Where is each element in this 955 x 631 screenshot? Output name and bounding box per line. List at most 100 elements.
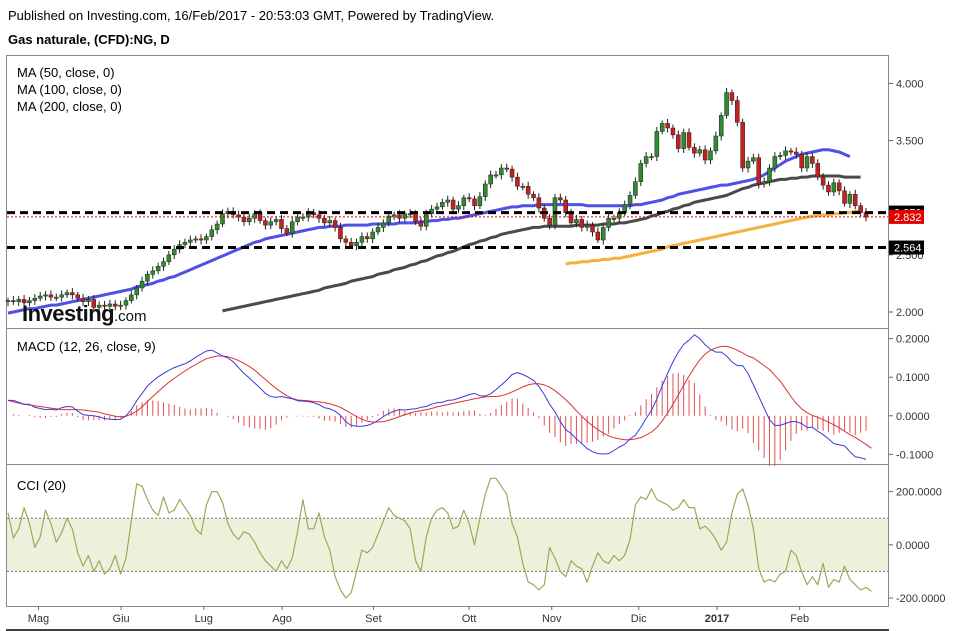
candle-body bbox=[209, 229, 215, 237]
candle-body bbox=[692, 147, 697, 154]
candle-body bbox=[182, 242, 188, 245]
candle-body bbox=[32, 298, 38, 301]
candle-body bbox=[499, 167, 504, 176]
candle-body bbox=[16, 299, 21, 302]
candle-body bbox=[332, 220, 338, 228]
candle-up bbox=[600, 224, 606, 245]
candle-up bbox=[370, 228, 375, 244]
ma100-line bbox=[222, 174, 861, 313]
candle-body bbox=[520, 186, 526, 188]
candle-body bbox=[5, 300, 11, 303]
candle-down bbox=[735, 96, 740, 127]
candle-body bbox=[815, 163, 820, 178]
candle-body bbox=[273, 219, 279, 222]
candle-body bbox=[198, 238, 204, 241]
candle-body bbox=[708, 150, 713, 161]
candle-down bbox=[365, 232, 370, 243]
candle-down bbox=[504, 163, 509, 173]
candle-up bbox=[32, 294, 38, 306]
ma50-legend: MA (50, close, 0) bbox=[17, 65, 115, 80]
candle-down bbox=[579, 216, 585, 232]
ma100-legend: MA (100, close, 0) bbox=[17, 82, 122, 97]
candle-body bbox=[155, 266, 161, 272]
candle-up bbox=[145, 271, 150, 286]
candle-up bbox=[611, 214, 617, 223]
price-tick-label: 3.500 bbox=[896, 136, 924, 148]
candle-body bbox=[27, 300, 32, 304]
candle-body bbox=[810, 156, 815, 164]
candle-up bbox=[520, 183, 526, 191]
x-tick-label: Nov bbox=[542, 613, 562, 625]
candle-body bbox=[113, 303, 118, 307]
candle-body bbox=[799, 154, 804, 169]
candle-body bbox=[75, 294, 80, 299]
candle-body bbox=[171, 248, 177, 256]
candle-up bbox=[633, 177, 638, 199]
candle-body bbox=[102, 304, 107, 307]
ma200-legend: MA (200, close, 0) bbox=[17, 99, 122, 114]
candle-up bbox=[359, 232, 365, 247]
support-label-bg bbox=[889, 240, 924, 255]
macd-tick-label: -0.1000 bbox=[896, 449, 933, 461]
candle-body bbox=[86, 299, 91, 302]
candle-body bbox=[531, 194, 536, 198]
candle-up bbox=[123, 297, 129, 310]
cci-tick-label: -200.0000 bbox=[896, 593, 946, 605]
candle-body bbox=[413, 213, 418, 222]
candles bbox=[5, 88, 869, 312]
candle-up bbox=[354, 238, 359, 251]
candle-body bbox=[525, 186, 531, 195]
candle-body bbox=[338, 227, 343, 240]
candle-body bbox=[735, 100, 740, 123]
candle-body bbox=[477, 196, 483, 206]
candle-up bbox=[129, 290, 134, 304]
candle-body bbox=[247, 218, 252, 222]
candle-body bbox=[783, 150, 788, 156]
macd-panel[interactable]: 0.2000 0.1000 0.0000 -0.1000 MACD (12, 26, … bbox=[7, 334, 933, 466]
candle-up bbox=[171, 245, 177, 260]
candle-body bbox=[21, 299, 27, 304]
ma50-line bbox=[7, 148, 851, 315]
candle-body bbox=[214, 223, 220, 230]
candle-body bbox=[402, 213, 408, 219]
candle-up bbox=[54, 293, 59, 302]
candle-body bbox=[606, 218, 611, 228]
candle-up bbox=[375, 223, 381, 236]
candle-body bbox=[558, 197, 563, 201]
candle-down bbox=[665, 118, 670, 133]
candle-body bbox=[289, 221, 295, 234]
candle-up bbox=[391, 211, 397, 221]
x-tick-label: Dic bbox=[631, 613, 647, 625]
macd-tick-label: 0.0000 bbox=[896, 411, 930, 423]
cci-panel[interactable]: 200.0000 0.0000 -200.0000 CCI (20) bbox=[7, 477, 946, 605]
macd-tick-label: 0.2000 bbox=[896, 334, 930, 346]
candle-down bbox=[702, 145, 708, 165]
candle-up bbox=[445, 195, 450, 207]
candle-body bbox=[80, 298, 86, 302]
candle-up bbox=[214, 220, 220, 235]
candle-body bbox=[579, 219, 585, 228]
candle-down bbox=[788, 147, 794, 156]
cci-band bbox=[7, 517, 888, 572]
candle-up bbox=[161, 257, 166, 271]
candle-body bbox=[745, 160, 751, 169]
candle-body bbox=[633, 181, 638, 196]
candle-body bbox=[461, 197, 467, 206]
candle-body bbox=[11, 300, 16, 303]
candle-body bbox=[659, 123, 665, 132]
candle-body bbox=[145, 274, 150, 282]
candle-down bbox=[563, 195, 568, 218]
candle-body bbox=[590, 224, 595, 233]
candle-down bbox=[113, 300, 118, 311]
candle-up bbox=[681, 128, 686, 153]
macd-histogram bbox=[12, 372, 867, 466]
candle-down bbox=[686, 128, 692, 151]
candle-up bbox=[289, 217, 295, 238]
candle-up bbox=[150, 266, 156, 279]
candle-up bbox=[659, 120, 665, 135]
candle-up bbox=[638, 159, 644, 187]
candle-up bbox=[64, 289, 70, 298]
